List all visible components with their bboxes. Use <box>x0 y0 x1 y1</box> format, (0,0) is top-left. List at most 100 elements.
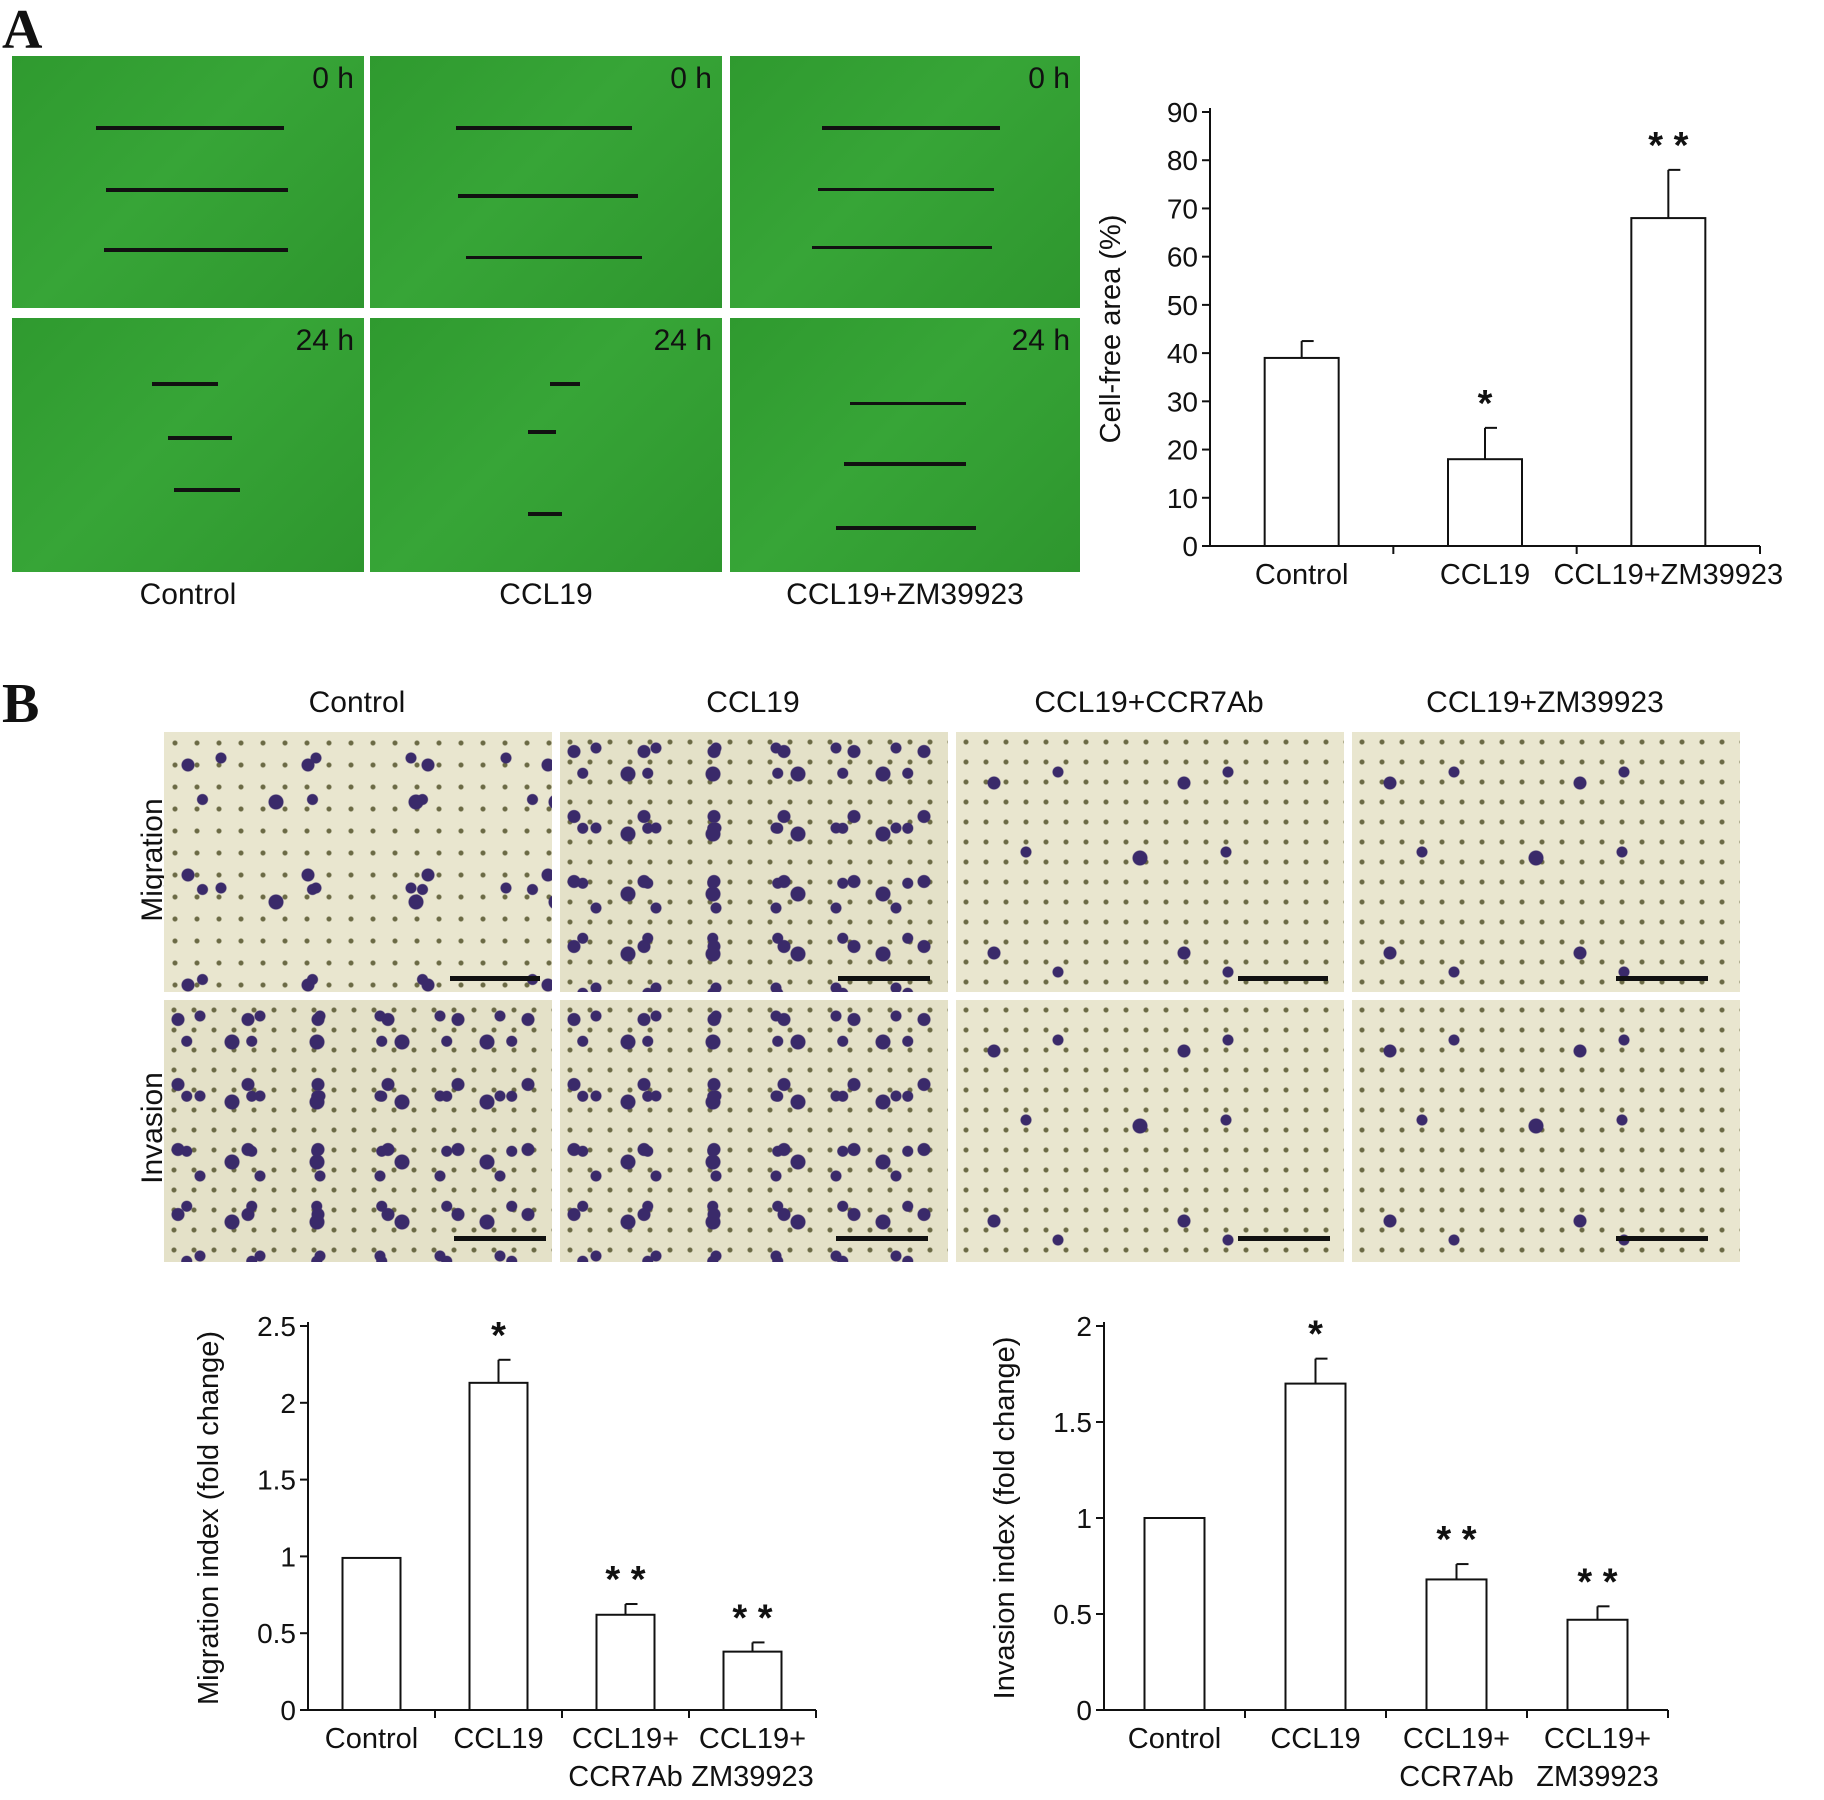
micrograph-invasion-ccl19-zm39923 <box>1352 1000 1740 1262</box>
wound-edge-line <box>466 256 642 259</box>
y-tick-label: 40 <box>1167 338 1198 369</box>
significance-marker: * * <box>605 1559 645 1601</box>
micrograph-invasion-control <box>164 1000 552 1262</box>
x-category-label: CCL19 <box>453 1723 543 1755</box>
wound-edge-line <box>152 382 218 386</box>
y-tick-label: 0.5 <box>257 1618 296 1649</box>
y-tick-label: 0 <box>280 1695 296 1726</box>
wound-edge-line <box>106 188 288 192</box>
scale-bar <box>1616 976 1708 981</box>
wound-edge-line <box>174 488 240 492</box>
bar <box>1263 356 1340 547</box>
micrograph-migration-ccl19 <box>560 732 948 992</box>
micrograph-control-0h: 0 h <box>12 56 364 308</box>
x-category-label: CCR7Ab <box>1399 1761 1513 1793</box>
wound-edge-line <box>96 126 284 130</box>
bar <box>1143 1517 1206 1711</box>
bar <box>1284 1382 1347 1711</box>
micrograph-zm-0h: 0 h <box>730 56 1080 308</box>
y-tick-label: 70 <box>1167 193 1198 224</box>
significance-marker: * * <box>1436 1519 1476 1561</box>
wound-edge-line <box>850 402 966 405</box>
bar <box>468 1381 529 1711</box>
wound-edge-line <box>836 526 976 530</box>
invasion-index-chart: 0 0.5 1 1.5 2 Control * CCL19 * * CCL19+ CCR7Ab * *… <box>989 1311 1669 1793</box>
wound-edge-line <box>528 512 562 516</box>
bar <box>1630 217 1707 547</box>
condition-label-ccl19-zm39923: CCL19+ZM39923 <box>786 578 1024 611</box>
migration-index-chart: 0 0.5 1 1.5 2 2.5 Control * CCL19 * * CCL19+ CCR7Ab… <box>193 1311 817 1793</box>
scale-bar <box>1238 976 1328 981</box>
y-axis-label: Invasion index (fold change) <box>989 1337 1021 1700</box>
micrograph-migration-ccl19-ccr7ab <box>956 732 1344 992</box>
x-category-label: CCL19+ <box>572 1723 679 1755</box>
y-tick-label: 2.5 <box>257 1311 296 1342</box>
significance-marker: * <box>1308 1314 1323 1356</box>
wound-edge-line <box>528 430 556 434</box>
significance-marker: * * <box>1577 1561 1617 1603</box>
scale-bar <box>836 1236 928 1241</box>
wound-edge-line <box>458 194 638 198</box>
x-category-label: Control <box>1255 559 1349 591</box>
y-axis-label: Cell-free area (%) <box>1095 215 1127 444</box>
y-tick-label: 80 <box>1167 145 1198 176</box>
micrograph-control-24h: 24 h <box>12 318 364 572</box>
cell-free-area-chart: 0 10 20 30 40 50 60 70 80 90 Control * CCL19 * * CCL19… <box>1095 97 1783 591</box>
wound-edge-line <box>822 126 1000 130</box>
bar <box>1425 1578 1488 1711</box>
time-label: 0 h <box>312 62 354 95</box>
x-category-label: CCL19+ <box>1403 1723 1510 1755</box>
time-label: 0 h <box>670 62 712 95</box>
micrograph-migration-control <box>164 732 552 992</box>
y-axis-label: Migration index (fold change) <box>193 1331 225 1705</box>
column-header-ccl19-ccr7ab: CCL19+CCR7Ab <box>1034 686 1264 719</box>
micrograph-invasion-ccl19-ccr7ab <box>956 1000 1344 1262</box>
wound-edge-line <box>844 462 966 466</box>
significance-marker: * * <box>732 1597 772 1639</box>
wound-edge-line <box>456 126 632 130</box>
bar <box>1566 1618 1629 1712</box>
y-tick-label: 90 <box>1167 97 1198 128</box>
micrograph-migration-ccl19-zm39923 <box>1352 732 1740 992</box>
wound-edge-line <box>550 382 580 386</box>
x-category-label: CCL19+ <box>699 1723 806 1755</box>
scale-bar <box>1616 1236 1708 1241</box>
micrograph-ccl19-0h: 0 h <box>370 56 722 308</box>
x-category-label: CCL19+ <box>1544 1723 1651 1755</box>
y-tick-label: 1.5 <box>257 1465 296 1496</box>
y-tick-label: 10 <box>1167 483 1198 514</box>
scale-bar <box>1238 1236 1330 1241</box>
bar <box>341 1556 402 1711</box>
time-label: 24 h <box>653 324 712 357</box>
wound-edge-line <box>104 248 288 252</box>
y-tick-label: 30 <box>1167 386 1198 417</box>
scale-bar <box>450 976 540 981</box>
x-category-label: CCL19 <box>1270 1723 1360 1755</box>
x-category-label: ZM39923 <box>691 1761 814 1793</box>
y-tick-label: 1 <box>280 1541 296 1572</box>
x-category-label: Control <box>1128 1723 1222 1755</box>
x-category-label: CCR7Ab <box>568 1761 682 1793</box>
y-tick-label: 0.5 <box>1053 1599 1092 1630</box>
column-header-ccl19-zm39923: CCL19+ZM39923 <box>1426 686 1664 719</box>
micrograph-ccl19-24h: 24 h <box>370 318 722 572</box>
y-tick-label: 0 <box>1182 531 1198 562</box>
x-category-label: CCL19 <box>1440 559 1530 591</box>
y-tick-label: 20 <box>1167 435 1198 466</box>
y-tick-label: 0 <box>1076 1695 1092 1726</box>
y-tick-label: 2 <box>1076 1311 1092 1342</box>
micrograph-zm-24h: 24 h <box>730 318 1080 572</box>
column-header-ccl19: CCL19 <box>706 686 800 719</box>
wound-edge-line <box>818 188 994 191</box>
y-tick-label: 1 <box>1076 1503 1092 1534</box>
wound-edge-line <box>812 246 992 249</box>
time-label: 0 h <box>1028 62 1070 95</box>
x-category-label: CCL19+ZM39923 <box>1553 559 1783 591</box>
scale-bar <box>838 976 930 981</box>
x-category-label: ZM39923 <box>1536 1761 1659 1793</box>
significance-marker: * <box>1478 383 1493 425</box>
y-tick-label: 1.5 <box>1053 1407 1092 1438</box>
micrograph-invasion-ccl19 <box>560 1000 948 1262</box>
condition-label-ccl19: CCL19 <box>499 578 593 611</box>
bar <box>595 1613 656 1712</box>
